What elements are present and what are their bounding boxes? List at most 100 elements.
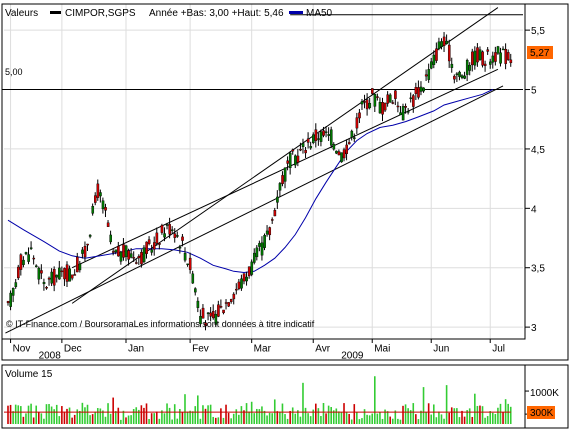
volume-bar	[302, 382, 304, 424]
volume-bar	[309, 416, 312, 424]
volume-bar	[304, 407, 307, 424]
candle-down	[337, 151, 341, 156]
candle-up	[99, 192, 102, 197]
candle-down	[471, 51, 474, 66]
candle-up	[350, 130, 354, 138]
y-axis: 3 3,5 4 4,5 5 5,5	[525, 26, 545, 334]
candle-down	[19, 254, 23, 270]
volume-bar	[379, 412, 381, 424]
candle-down	[229, 299, 233, 302]
candle-up	[409, 97, 413, 100]
last-price-badge: 5,27	[527, 46, 553, 59]
volume-bar	[258, 409, 261, 424]
volume-bar	[353, 404, 356, 424]
candle-up	[265, 230, 269, 235]
volume-bar	[181, 412, 184, 424]
volume-bar	[443, 418, 445, 424]
ma50-line	[7, 89, 494, 274]
candle-up	[360, 101, 364, 105]
candle-down	[117, 246, 120, 257]
candle-down	[394, 90, 397, 99]
candle-up	[353, 137, 356, 139]
candle-down	[94, 195, 97, 203]
candle-down	[391, 102, 395, 104]
candle-down	[96, 183, 100, 198]
candle-down	[396, 105, 400, 108]
candle-down	[106, 222, 110, 227]
candle-up	[450, 63, 454, 68]
volume-bar	[243, 410, 245, 424]
candle-up	[263, 235, 266, 248]
volume-bar	[371, 413, 374, 424]
volume-bar	[245, 403, 248, 424]
candle-down	[483, 63, 487, 66]
candle-up	[445, 40, 449, 44]
candle-up	[335, 150, 338, 154]
volume-bar	[289, 410, 291, 424]
volume-bar	[368, 415, 371, 424]
candle-down	[296, 155, 300, 163]
volume-bar	[81, 402, 84, 424]
reference-level-label: 5,00	[5, 67, 23, 77]
y-tick-label: 5,5	[531, 26, 545, 37]
volume-bar	[89, 415, 91, 424]
candle-down	[217, 304, 220, 317]
volume-bar	[468, 408, 471, 424]
volume-bar	[299, 416, 302, 424]
volume-bar	[504, 399, 507, 424]
volume-bar	[381, 418, 384, 424]
volume-bar	[20, 406, 22, 424]
candle-up	[119, 251, 123, 262]
volume-bar	[132, 409, 135, 424]
candle-down	[73, 274, 77, 276]
candle-up	[206, 312, 210, 315]
candle-up	[440, 41, 443, 48]
candle-down	[6, 301, 10, 304]
volume-bar	[102, 410, 104, 424]
candle-up	[14, 282, 18, 288]
candle-down	[424, 74, 428, 77]
volume-bar	[332, 410, 335, 424]
candle-up	[309, 146, 313, 149]
volume-bar	[291, 407, 294, 424]
y-tick-label: 4	[531, 204, 537, 215]
candle-up	[178, 247, 182, 249]
candle-up	[142, 247, 146, 263]
candle-up	[9, 292, 12, 307]
candle-up	[55, 274, 59, 278]
volume-bar	[217, 417, 220, 424]
candle-up	[150, 249, 154, 253]
candle-up	[24, 252, 28, 255]
candle-down	[358, 112, 361, 119]
candle-up	[468, 64, 472, 71]
volume-bar	[71, 417, 73, 424]
volume-bar	[127, 415, 130, 424]
candle-up	[124, 245, 128, 258]
volume-bar	[412, 403, 415, 424]
volume-bar	[384, 409, 386, 424]
channel-line-lower	[5, 85, 504, 334]
volume-bar	[194, 406, 197, 424]
candle-up	[332, 144, 336, 150]
volume-bar	[432, 404, 435, 424]
volume-bar	[179, 408, 181, 424]
volume-bar	[199, 418, 202, 424]
volume-bar	[415, 414, 417, 424]
x-month-label: Jun	[433, 343, 449, 354]
candle-down	[173, 233, 177, 238]
candle-up	[489, 61, 492, 65]
candle-down	[32, 257, 36, 260]
volume-bar	[50, 406, 53, 424]
volume-bar	[130, 415, 132, 424]
candle-up	[114, 249, 118, 253]
volume-bar	[261, 406, 263, 424]
volume-bar	[399, 419, 402, 424]
volume-bar	[502, 412, 504, 424]
volume-bar	[53, 409, 55, 424]
candle-down	[211, 311, 215, 319]
volume-bar	[397, 418, 399, 424]
candle-down	[155, 232, 159, 244]
footer-note: © IT-Finance.com / BoursoramaLes informa…	[6, 319, 315, 329]
volume-bar	[22, 416, 25, 424]
candle-down	[127, 250, 130, 260]
